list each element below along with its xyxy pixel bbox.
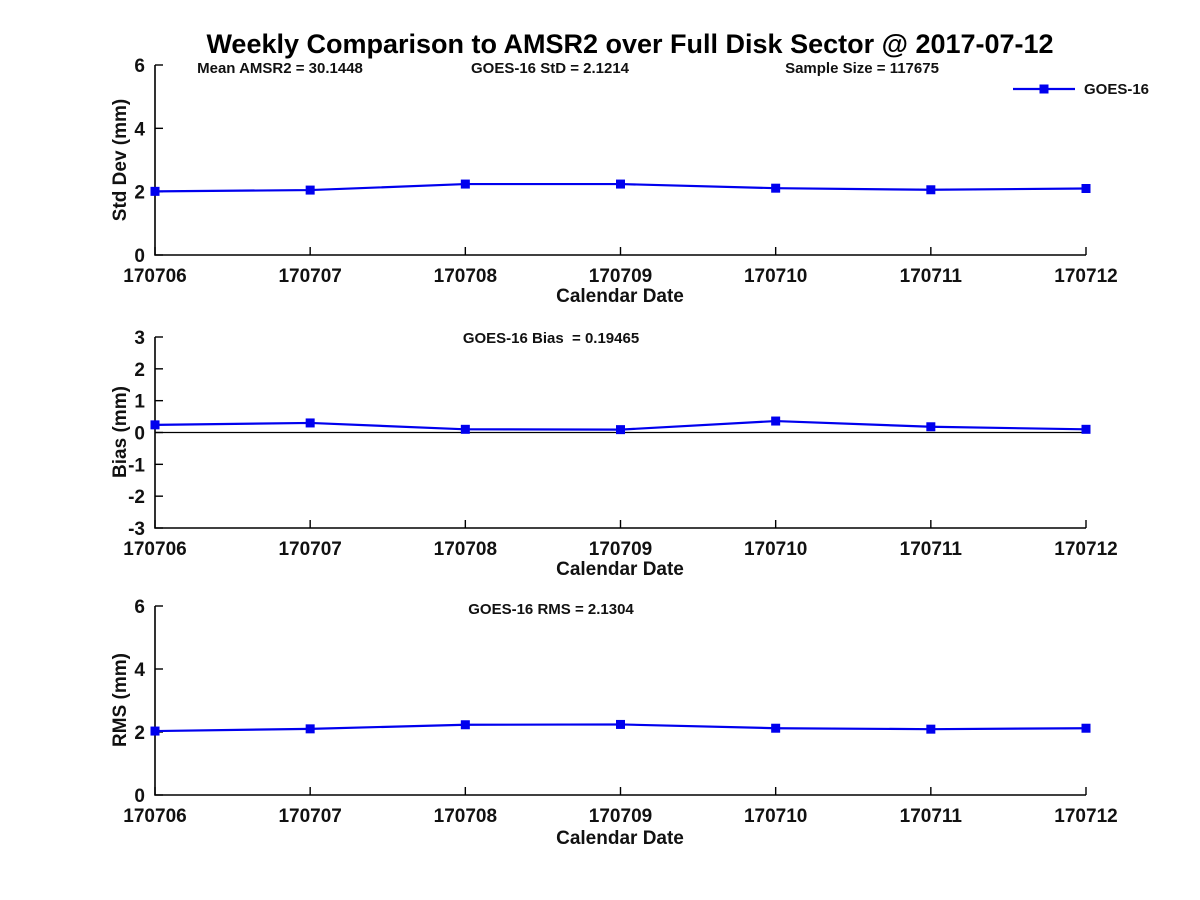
x-tick-label: 170711	[900, 266, 963, 287]
chart-title: Weekly Comparison to AMSR2 over Full Dis…	[206, 29, 1054, 59]
goes-16-marker	[150, 420, 160, 430]
x-axis-label-bias: Calendar Date	[556, 559, 684, 580]
y-tick-label: 2	[134, 723, 145, 744]
y-tick-label: 0	[134, 786, 145, 807]
goes-16-marker	[1081, 184, 1091, 193]
subplot-rms: 0 2 4 6 170706 170707 170708 170709 170710 170711…	[123, 597, 1117, 827]
x-tick-label: 170708	[434, 266, 497, 287]
x-tick-label: 170708	[434, 539, 497, 560]
x-tick-label: 170707	[278, 806, 341, 827]
goes-16-marker	[460, 179, 470, 189]
x-tick-label: 170706	[123, 806, 186, 827]
subplot-title-bias: GOES-16 Bias = 0.19465	[462, 330, 640, 347]
y-tick-label: 0	[134, 246, 145, 267]
y-tick-label: 2	[134, 360, 145, 381]
x-tick-label: 170712	[1054, 806, 1117, 827]
x-tick-label: 170712	[1054, 539, 1117, 560]
x-axis-label-stddev: Calendar Date	[556, 286, 684, 307]
legend: GOES-16	[1012, 80, 1149, 98]
axis-spines	[154, 606, 1086, 796]
y-tick-label: 6	[134, 56, 145, 77]
x-tick-label: 170706	[123, 266, 186, 287]
goes-16-marker	[771, 416, 781, 426]
legend-label: GOES-16	[1084, 80, 1150, 98]
annotation-goes16-std: GOES-16 StD = 2.1214	[471, 60, 629, 77]
x-tick-label: 170707	[278, 539, 341, 560]
goes-16-marker	[926, 724, 936, 734]
goes-16-marker	[460, 720, 470, 730]
x-tick-label: 170707	[278, 266, 341, 287]
annotation-mean-amsr2: Mean AMSR2 = 30.1448	[197, 60, 363, 77]
y-tick-label: 1	[134, 392, 145, 413]
x-tick-label: 170710	[744, 539, 807, 560]
x-tick-label: 170710	[744, 266, 807, 287]
x-tick-label: 170710	[744, 806, 807, 827]
x-axis-label-rms: Calendar Date	[556, 828, 684, 849]
legend-line-icon	[1013, 84, 1075, 94]
annotation-sample-size: Sample Size = 117675	[785, 60, 939, 77]
goes-16-marker	[1081, 424, 1091, 434]
goes-16-marker	[150, 726, 160, 736]
y-tick-label: 4	[134, 660, 145, 681]
goes-16-marker	[460, 424, 470, 434]
x-tick-label: 170712	[1054, 266, 1117, 287]
x-tick-label: 170709	[589, 806, 652, 827]
goes-16-marker	[305, 418, 315, 428]
goes-16-marker	[771, 723, 781, 733]
x-tick-label: 170709	[589, 266, 652, 287]
axis-spines	[154, 65, 1086, 256]
y-tick-label: 2	[134, 183, 145, 204]
goes-16-marker	[926, 422, 936, 432]
goes-16-marker	[771, 183, 781, 193]
goes-16-marker	[150, 186, 160, 196]
y-tick-label: 3	[134, 328, 145, 349]
x-tick-label: 170709	[589, 539, 652, 560]
subplot-title-rms: GOES-16 RMS = 2.1304	[468, 601, 634, 618]
y-tick-label: 4	[134, 119, 145, 140]
subplot-std-dev: 0 2 4 6 170706 170707 170708 170709 170710 170711…	[123, 56, 1117, 287]
goes-16-marker	[305, 185, 315, 195]
goes-16-marker	[1081, 723, 1091, 733]
goes-16-marker	[616, 425, 625, 435]
x-tick-label: 170706	[123, 539, 186, 560]
y-tick-label: -1	[128, 455, 145, 476]
subplot-bias: -3 -2 -1 0 1 2 3 170706 170707 170708 170709 170710…	[123, 328, 1117, 560]
y-tick-label: -3	[128, 519, 145, 540]
y-tick-label: -2	[128, 487, 145, 508]
goes-16-marker	[305, 724, 315, 734]
x-tick-label: 170711	[900, 539, 963, 560]
y-tick-label: 0	[134, 424, 145, 445]
y-tick-label: 6	[134, 597, 145, 618]
goes-16-marker	[616, 179, 625, 189]
goes-16-marker	[926, 185, 936, 195]
x-tick-label: 170711	[900, 806, 963, 827]
goes-16-marker	[616, 719, 625, 729]
x-tick-label: 170708	[434, 806, 497, 827]
